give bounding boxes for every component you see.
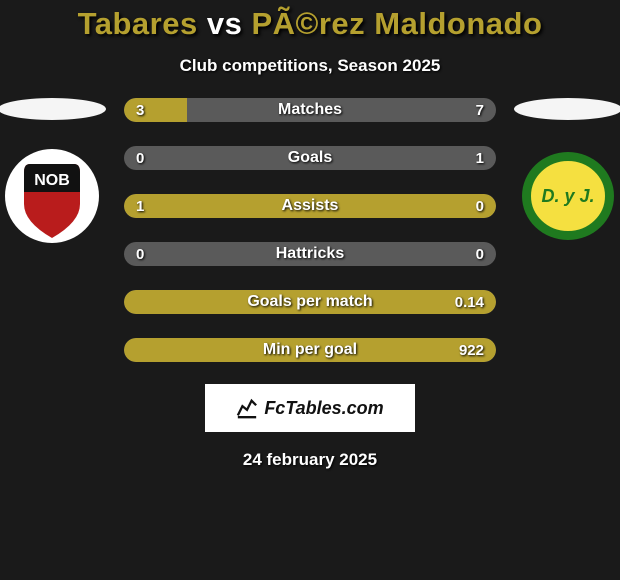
stat-label: Assists (124, 194, 496, 218)
brand-text: FcTables.com (264, 398, 383, 419)
main-row: NOB 3Matches70Goals11Assists00Hattricks0… (0, 98, 620, 362)
right-crest: D. y J. (520, 148, 616, 244)
stat-right-value: 1 (476, 146, 484, 170)
subtitle: Club competitions, Season 2025 (180, 56, 441, 76)
stat-label: Goals per match (124, 290, 496, 314)
stat-label: Matches (124, 98, 496, 122)
right-column: D. y J. (508, 98, 620, 244)
svg-text:NOB: NOB (34, 172, 70, 189)
right-oval (514, 98, 620, 120)
chart-icon (236, 397, 258, 419)
stat-label: Hattricks (124, 242, 496, 266)
date-text: 24 february 2025 (243, 450, 377, 470)
player2-name: PÃ©rez Maldonado (251, 6, 542, 41)
stat-bar: 1Assists0 (124, 194, 496, 218)
stat-bar: Min per goal922 (124, 338, 496, 362)
svg-text:D. y J.: D. y J. (541, 186, 594, 206)
dyj-crest-icon: D. y J. (520, 148, 616, 244)
nob-crest-icon: NOB (4, 148, 100, 244)
left-column: NOB (0, 98, 112, 244)
title-vs: vs (207, 6, 242, 41)
stat-right-value: 0 (476, 194, 484, 218)
stat-bar: Goals per match0.14 (124, 290, 496, 314)
player1-name: Tabares (78, 6, 198, 41)
stat-bar: 0Hattricks0 (124, 242, 496, 266)
stat-right-value: 7 (476, 98, 484, 122)
stat-right-value: 922 (459, 338, 484, 362)
stat-bar: 0Goals1 (124, 146, 496, 170)
left-oval (0, 98, 106, 120)
left-crest: NOB (4, 148, 100, 244)
stat-right-value: 0 (476, 242, 484, 266)
comparison-card: Tabares vs PÃ©rez Maldonado Club competi… (0, 0, 620, 580)
stats-bars: 3Matches70Goals11Assists00Hattricks0Goal… (112, 98, 508, 362)
brand-box[interactable]: FcTables.com (205, 384, 415, 432)
stat-bar: 3Matches7 (124, 98, 496, 122)
stat-right-value: 0.14 (455, 290, 484, 314)
stat-label: Min per goal (124, 338, 496, 362)
page-title: Tabares vs PÃ©rez Maldonado (78, 6, 543, 42)
stat-label: Goals (124, 146, 496, 170)
